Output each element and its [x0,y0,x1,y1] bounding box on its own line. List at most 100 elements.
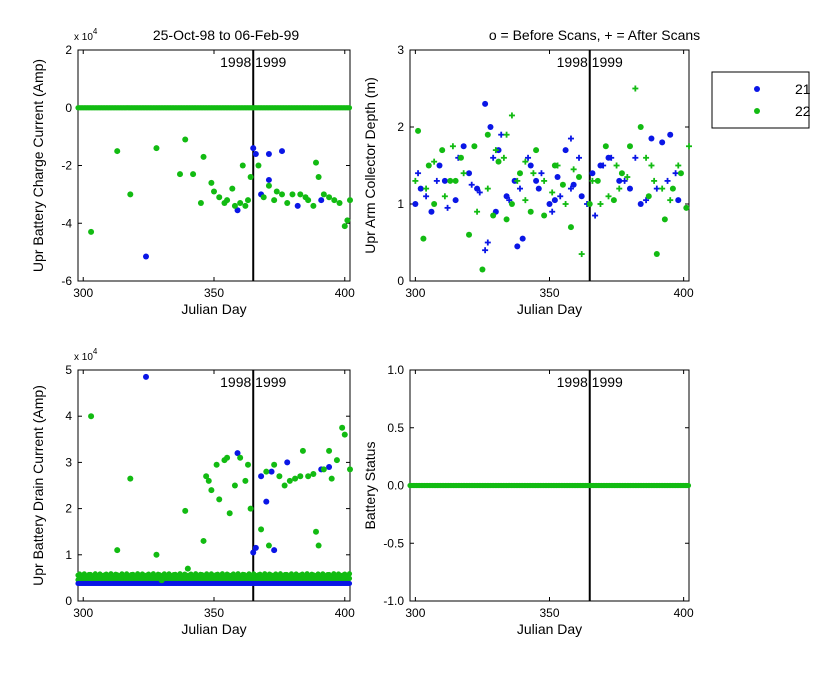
point-plus-22 [659,185,666,192]
point-22 [263,468,270,475]
point-22 [503,216,510,223]
point-21 [533,177,540,184]
point-22 [153,145,160,152]
subplot-1: 300 350 400 -6 -4 -2 0 2 Julian Day Upr Battery C… [30,27,355,317]
point-plus-22 [613,162,620,169]
point-plus-22 [589,177,596,184]
point-22 [336,200,343,207]
point-22 [200,537,207,544]
point-21 [271,547,278,554]
point-21 [265,150,272,157]
point-21 [482,100,489,107]
point-21 [551,197,558,204]
point-plus-22 [423,185,430,192]
point-22 [602,143,609,150]
point-22 [415,127,422,134]
legend-box [711,71,810,129]
band-point-22 [685,482,692,489]
point-plus-21 [498,131,505,138]
point-22 [229,185,236,192]
point-plus-22 [431,158,438,165]
point-22 [177,171,183,178]
point-22 [313,528,319,535]
point-22 [88,413,95,420]
point-22 [586,201,593,207]
point-plus-22 [500,154,507,161]
point-22 [281,482,288,489]
band-point-22 [346,575,353,581]
point-22 [594,177,601,184]
point-plus-22 [449,143,456,150]
point-22 [265,182,272,189]
point-22 [276,473,283,480]
point-22 [265,542,272,549]
point-22 [271,461,278,468]
point-21 [546,201,553,207]
point-21 [268,468,275,475]
point-22 [484,131,491,138]
point-plus-22 [624,174,631,181]
y-tick-label: 1.0 [387,363,404,377]
point-21 [279,148,285,155]
point-21 [250,549,257,556]
y-tick-label: 4 [65,409,72,423]
point-plus-22 [541,177,548,184]
point-22 [439,147,446,154]
point-22 [203,473,210,480]
point-21 [417,185,424,192]
y-tick-label: 2 [65,43,72,57]
x-tick-label: 350 [539,606,559,620]
x-tick-label: 350 [204,606,224,620]
point-22 [541,212,548,219]
point-21 [460,143,467,150]
point-plus-22 [570,166,577,173]
point-21 [637,201,644,207]
point-21 [263,498,270,505]
point-plus-22 [562,201,569,207]
point-21 [466,170,473,177]
point-22 [645,193,652,200]
point-plus-21 [476,189,483,196]
point-21 [143,253,149,260]
point-plus-22 [667,197,674,204]
point-22 [490,212,497,219]
y-tick-label: -1.0 [383,594,404,608]
point-22 [247,505,254,512]
point-21 [250,145,257,152]
y-axis-label: Upr Battery Charge Current (Amp) [30,59,46,272]
axes-frame [77,369,351,602]
point-22 [114,547,121,554]
point-22 [305,197,312,204]
point-plus-22 [492,147,499,154]
point-plus-22 [412,177,419,184]
y-axis-label: Upr Arm Collector Depth (m) [362,77,378,254]
point-plus-22 [648,162,655,169]
y-tick-label: 0.5 [387,421,404,435]
point-plus-22 [686,143,692,150]
y-axis-label: Battery Status [362,442,378,530]
point-22 [310,202,317,209]
chart-title: 25-Oct-98 to 06-Feb-99 [153,27,300,43]
point-plus-22 [503,131,510,138]
subplot-2: 300 350 400 0 1 2 3 Julian Day Upr Arm Collector… [362,27,700,317]
x-tick-label: 350 [539,286,559,300]
point-plus-22 [484,185,491,192]
point-22 [618,170,625,177]
point-plus-22 [441,193,448,200]
point-22 [576,174,583,181]
point-22 [216,496,223,503]
point-21 [503,193,510,200]
point-21 [234,450,241,457]
point-plus-21 [444,204,451,211]
point-22 [153,551,160,558]
x-axis-label: Julian Day [181,621,246,637]
year-annotation: 1998 1999 [557,54,623,70]
point-22 [289,191,296,198]
point-21 [326,464,333,471]
point-22 [284,200,291,207]
band-point-22 [346,105,353,111]
point-22 [425,162,432,169]
point-plus-22 [643,154,650,161]
point-plus-22 [460,170,467,177]
